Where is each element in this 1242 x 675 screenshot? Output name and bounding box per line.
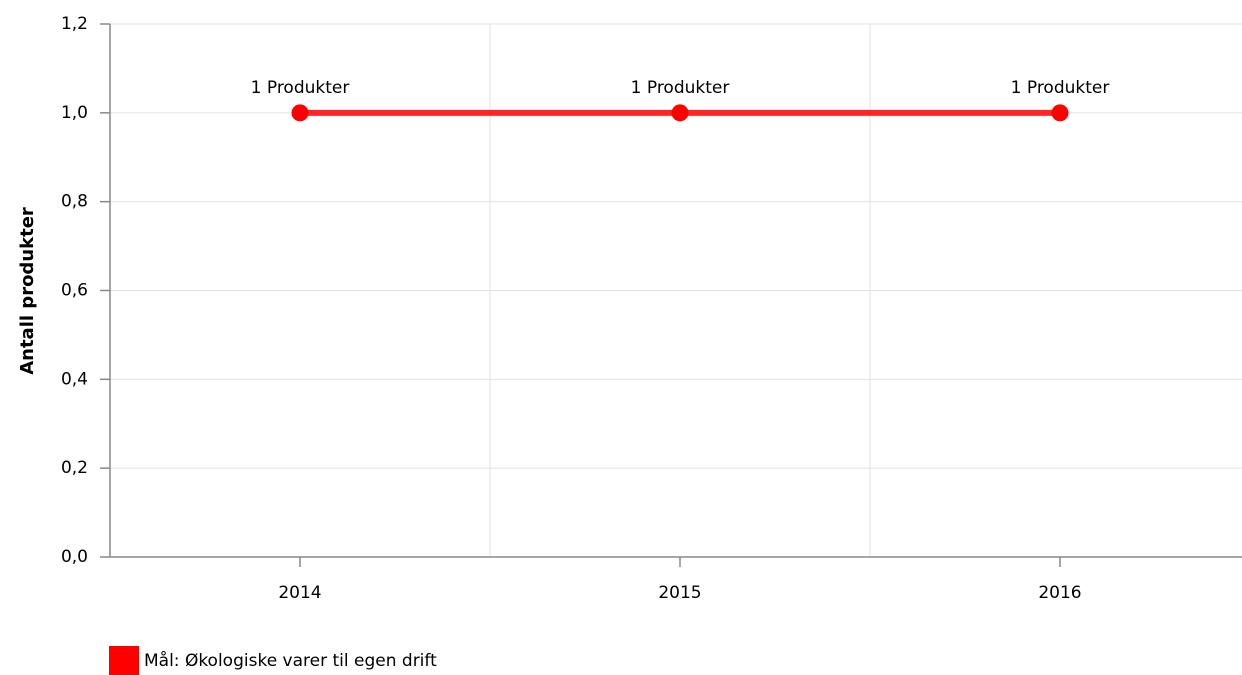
- y-tick-label: 0,8: [61, 192, 88, 212]
- data-label: 1 Produkter: [1011, 78, 1110, 98]
- y-tick-label: 0,0: [61, 547, 88, 567]
- x-tick-label: 2015: [658, 583, 701, 603]
- x-tick-label: 2016: [1038, 583, 1081, 603]
- legend-swatch: [109, 646, 139, 675]
- data-label: 1 Produkter: [631, 78, 730, 98]
- data-point: [291, 104, 309, 122]
- y-axis-label: Antall produkter: [17, 207, 38, 375]
- y-tick-label: 0,6: [61, 281, 88, 301]
- y-tick-label: 0,2: [61, 458, 88, 478]
- y-tick-label: 1,2: [61, 14, 88, 34]
- y-tick-label: 0,4: [61, 369, 88, 389]
- x-tick-label: 2014: [278, 583, 321, 603]
- data-point: [1051, 104, 1069, 122]
- data-point: [671, 104, 689, 122]
- legend-label: Mål: Økologiske varer til egen drift: [144, 650, 437, 671]
- y-tick-label: 1,0: [61, 103, 88, 123]
- data-label: 1 Produkter: [251, 78, 350, 98]
